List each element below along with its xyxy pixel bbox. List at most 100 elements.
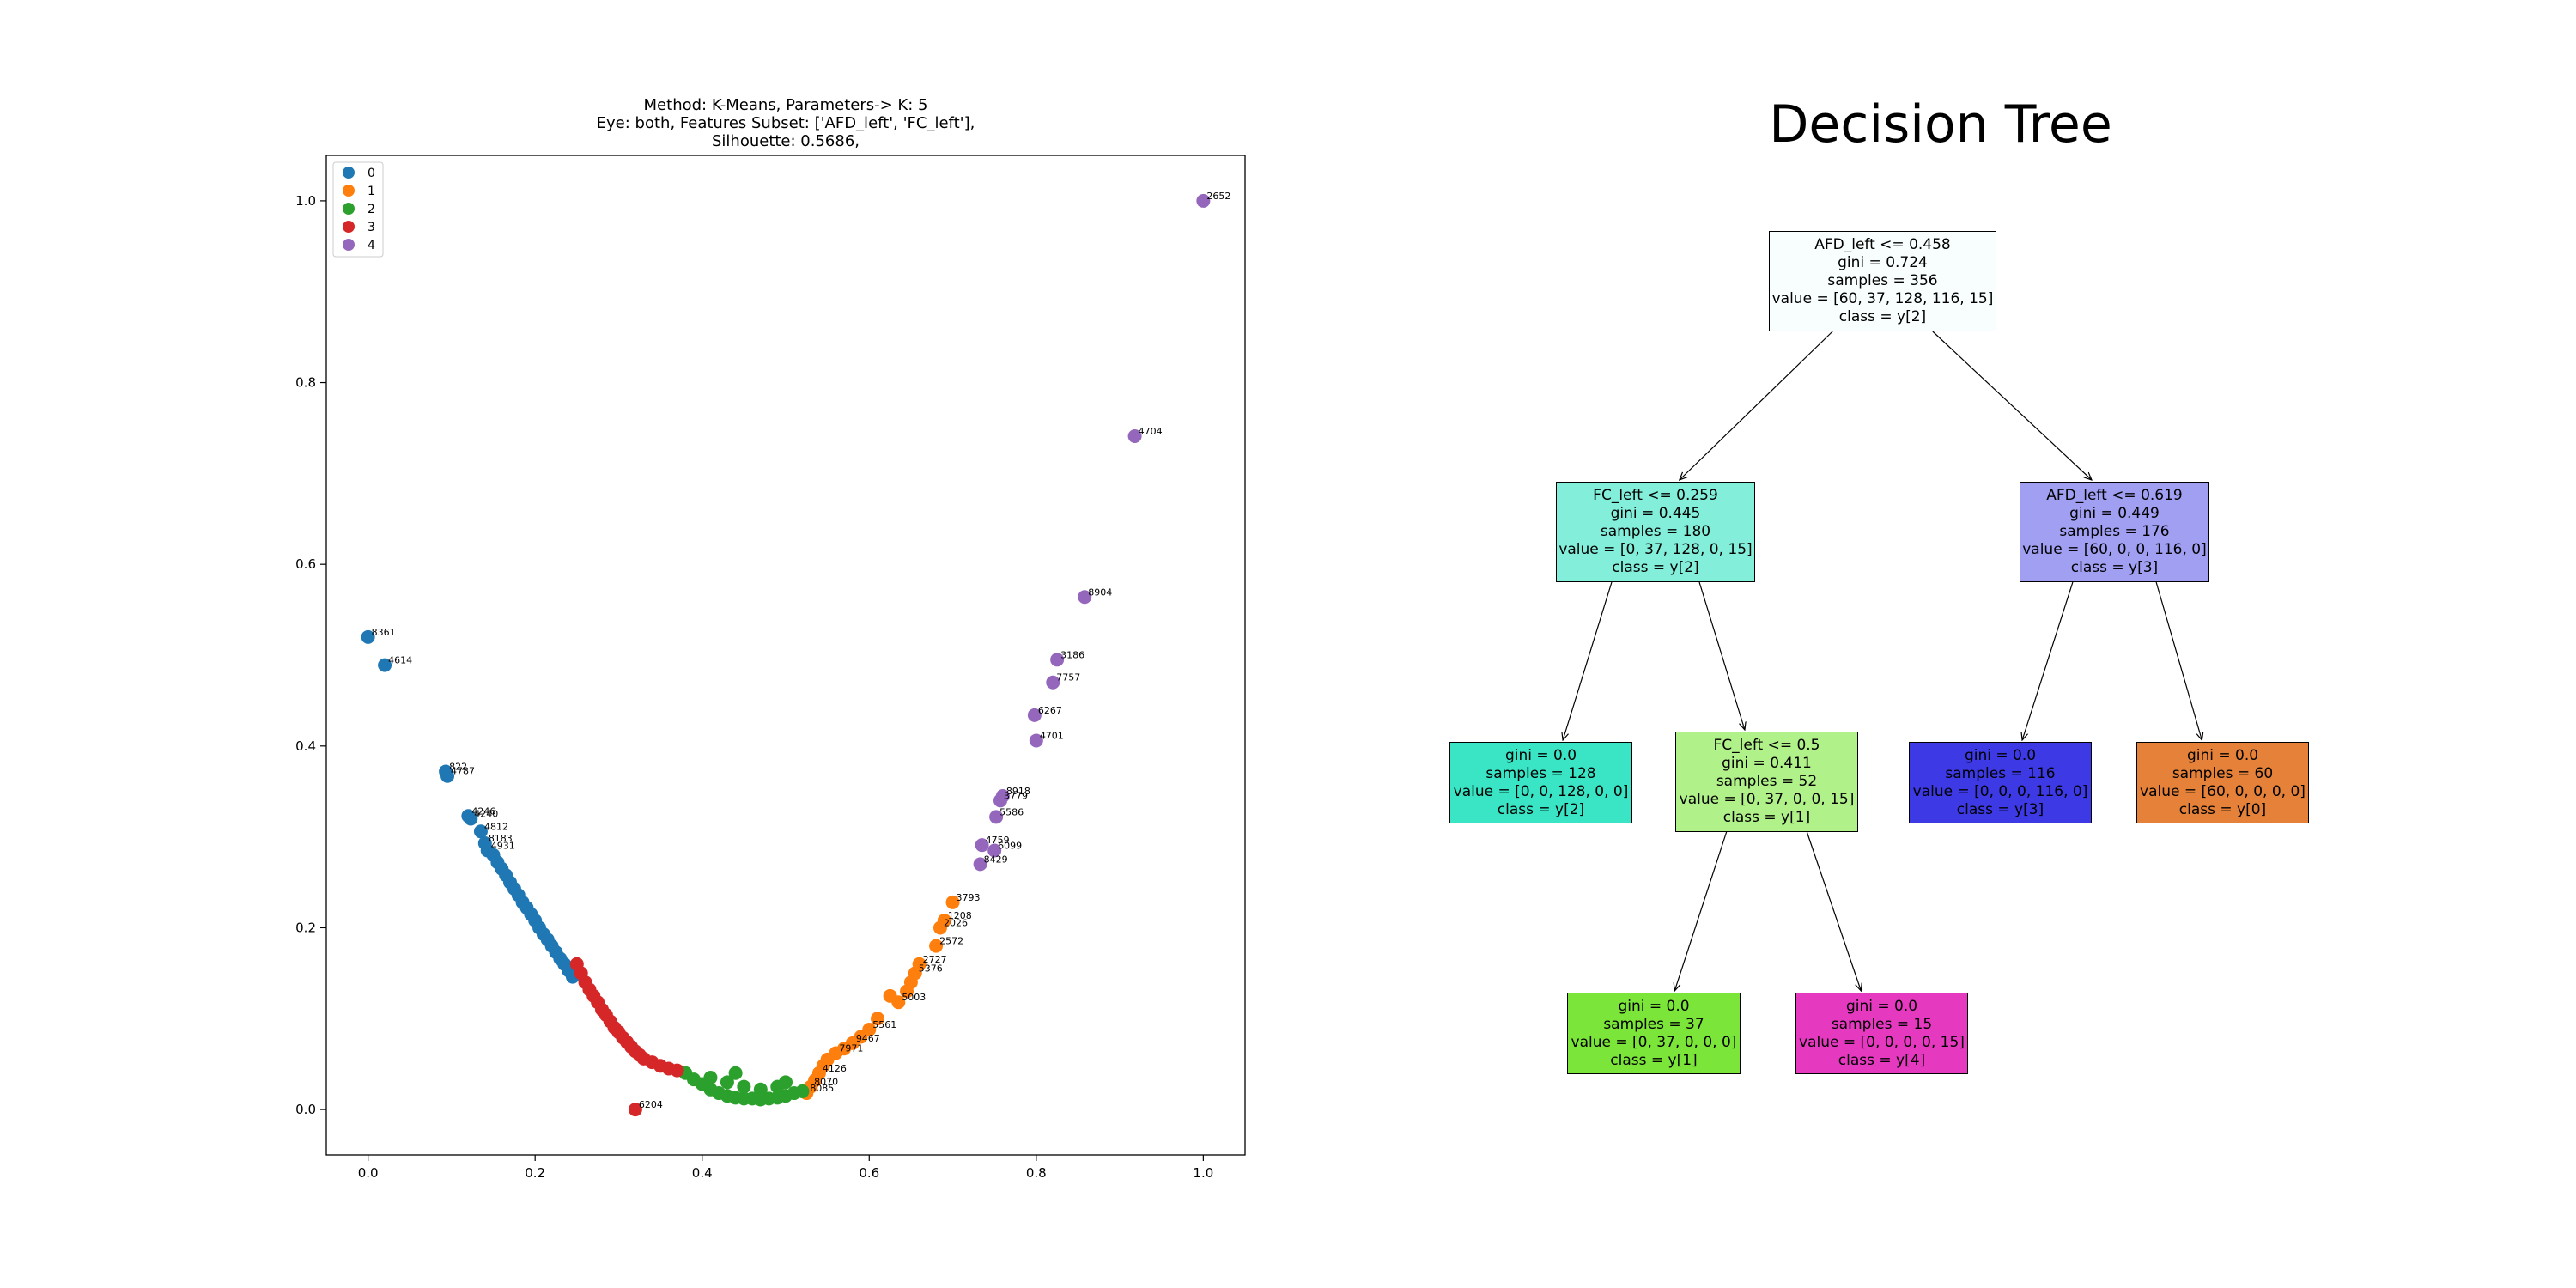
- tree-node-line: samples = 52: [1716, 773, 1818, 790]
- scatter-point-cluster-4: [989, 810, 1004, 824]
- tree-node-line: gini = 0.0: [2186, 746, 2259, 764]
- tree-edge: [1680, 331, 1833, 480]
- tree-node-line: class = y[2]: [1497, 800, 1585, 818]
- tree-node-line: gini = 0.0: [1964, 746, 2037, 764]
- legend-label: 3: [368, 221, 375, 234]
- tree-node-line: samples = 116: [1945, 764, 2056, 782]
- point-label: 2572: [939, 936, 963, 947]
- scatter-point-cluster-4: [1029, 733, 1043, 748]
- point-label: 6267: [1038, 705, 1062, 716]
- x-tick-label: 0.6: [859, 1165, 879, 1181]
- y-tick-label: 0.4: [295, 738, 316, 754]
- tree-node-line: class = y[0]: [2178, 800, 2267, 818]
- tree-node-line: value = [60, 37, 128, 116, 15]: [1771, 290, 1994, 307]
- tree-node-line: samples = 176: [2059, 523, 2170, 540]
- tree-node-n3: gini = 0.0 samples = 128 value = [0, 0, 12…: [1449, 742, 1632, 823]
- tree-edge: [1563, 581, 1613, 740]
- point-label: 8361: [372, 627, 396, 638]
- tree-title: Decision Tree: [1769, 94, 2112, 155]
- point-label: 7971: [839, 1042, 863, 1054]
- chart-title-line: Method: K-Means, Parameters-> K: 5: [644, 96, 928, 114]
- point-label: 8183: [489, 833, 513, 844]
- point-label: 3779: [1004, 790, 1028, 801]
- point-label: 8429: [984, 854, 1008, 865]
- scatter-point-cluster-2: [753, 1082, 768, 1097]
- tree-node-n6: gini = 0.0 samples = 60 value = [60, 0, 0,…: [2136, 742, 2309, 823]
- scatter-point-cluster-2: [779, 1075, 793, 1090]
- tree-node-line: value = [0, 0, 0, 0, 15]: [1799, 1033, 1965, 1051]
- chart-title-line: Eye: both, Features Subset: ['AFD_left',…: [597, 114, 975, 132]
- scatter-point-cluster-4: [1127, 428, 1142, 443]
- tree-edge: [2155, 581, 2202, 740]
- x-tick-label: 0.4: [692, 1165, 713, 1181]
- point-label: 4931: [491, 841, 515, 852]
- scatter-point-cluster-4: [975, 838, 989, 853]
- y-tick-label: 0.6: [295, 556, 316, 572]
- legend: 0 1 2 3 4: [332, 161, 384, 258]
- tree-edge: [1698, 581, 1745, 730]
- tree-node-n5: gini = 0.0 samples = 116 value = [0, 0, 0,…: [1909, 742, 2092, 823]
- scatter-point-cluster-4: [1046, 675, 1060, 690]
- legend-label: 2: [368, 203, 375, 216]
- tree-node-line: class = y[1]: [1610, 1051, 1698, 1069]
- tree-node-line: gini = 0.0: [1504, 746, 1577, 764]
- scatter-point-cluster-2: [795, 1084, 810, 1098]
- point-label: 822: [449, 761, 467, 772]
- scatter-point-cluster-0: [361, 629, 375, 644]
- scatter-point-cluster-4: [993, 793, 1007, 808]
- tree-node-line: class = y[2]: [1612, 559, 1699, 576]
- point-label: 2652: [1206, 191, 1230, 202]
- x-tick-label: 1.0: [1193, 1165, 1213, 1181]
- y-tick-label: 0.8: [295, 375, 316, 391]
- x-tick-label: 0.8: [1026, 1165, 1047, 1181]
- tree-node-line: gini = 0.0: [1845, 997, 1918, 1015]
- point-label: 3793: [957, 892, 981, 903]
- point-label: 8070: [814, 1077, 838, 1088]
- tree-node-line: class = y[2]: [1838, 308, 1927, 325]
- tree-node-root: AFD_left <= 0.458 gini = 0.724 samples = 3…: [1769, 231, 1996, 331]
- point-label: 2026: [944, 917, 968, 928]
- tree-node-line: gini = 0.445: [1610, 505, 1701, 522]
- scatter-point-cluster-2: [737, 1079, 751, 1094]
- axis-ticks: 0.0 0.2 0.4 0.6 0.8 1.0 0.0 0.2 0.4 0.6 0.8 1.0: [295, 193, 1213, 1181]
- tree-node-line: value = [60, 0, 0, 0, 0]: [2140, 782, 2306, 800]
- tree-edges: [1340, 331, 2576, 1288]
- legend-label: 0: [368, 167, 375, 180]
- point-label: 4812: [484, 821, 508, 832]
- scatter-point-cluster-4: [1078, 590, 1092, 605]
- point-label: 4126: [823, 1063, 847, 1074]
- point-label: 4701: [1040, 730, 1064, 741]
- tree-node-line: gini = 0.449: [2069, 505, 2160, 522]
- tree-node-n7: gini = 0.0 samples = 37 value = [0, 37, 0,…: [1567, 993, 1741, 1074]
- tree-node-line: value = [0, 0, 0, 116, 0]: [1912, 782, 2088, 800]
- decision-tree-panel: Decision Tree AFD_left <= 0.458 gini = 0.…: [1340, 0, 2576, 1288]
- y-tick-label: 1.0: [295, 193, 316, 209]
- scatter-point-cluster-4: [1196, 193, 1211, 208]
- tree-node-line: value = [60, 0, 0, 116, 0]: [2022, 541, 2207, 558]
- scatter-point-cluster-0: [378, 658, 392, 672]
- legend-label: 1: [368, 185, 375, 198]
- tree-node-line: samples = 60: [2172, 764, 2274, 782]
- tree-node-line: samples = 37: [1603, 1015, 1704, 1033]
- tree-node-line: value = [0, 37, 0, 0, 15]: [1679, 791, 1855, 808]
- tree-node-line: gini = 0.724: [1838, 254, 1928, 271]
- point-label: 4246: [471, 805, 495, 817]
- tree-node-line: samples = 180: [1600, 523, 1711, 540]
- point-label: 5376: [919, 963, 943, 974]
- tree-node-line: class = y[3]: [1956, 800, 2044, 818]
- y-tick-label: 0.2: [295, 920, 316, 935]
- point-label: 7757: [1056, 672, 1080, 683]
- point-label: 1208: [948, 910, 972, 921]
- scatter-points: [361, 193, 1211, 1117]
- chart-title-line: Silhouette: 0.5686,: [712, 132, 860, 150]
- tree-edge: [2022, 581, 2074, 740]
- tree-node-n8: gini = 0.0 samples = 15 value = [0, 0, 0, …: [1795, 993, 1968, 1074]
- tree-node-line: gini = 0.0: [1618, 997, 1690, 1015]
- tree-edge: [1674, 831, 1728, 991]
- tree-node-line: FC_left <= 0.5: [1713, 737, 1820, 754]
- tree-edge: [1932, 331, 2092, 480]
- x-tick-label: 0.2: [525, 1165, 545, 1181]
- point-label: 6099: [998, 841, 1022, 852]
